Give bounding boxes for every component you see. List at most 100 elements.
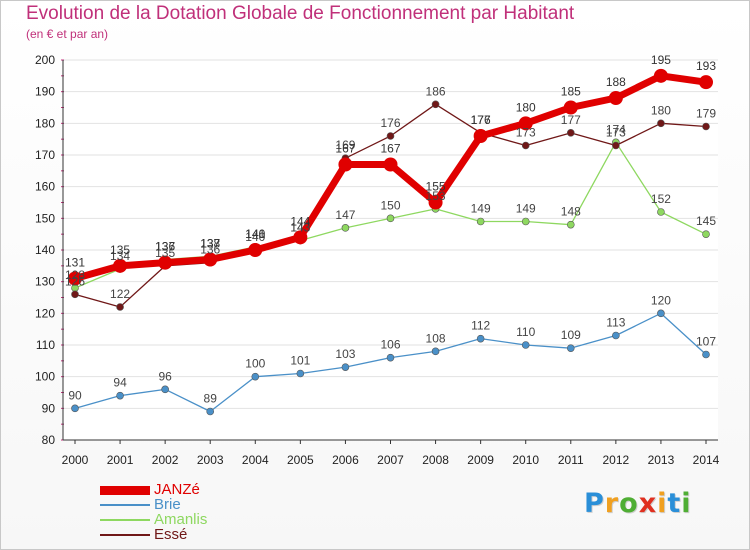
data-label: 122 [110,287,130,301]
data-point [116,303,124,311]
x-tick-label: 2001 [107,453,134,467]
data-point [431,100,440,109]
data-point [566,220,575,229]
data-point [566,129,575,137]
data-label: 176 [380,116,400,130]
x-tick-label: 2002 [152,453,179,467]
chart-data-labels: 90 94 96 89 100 101 103 106 108 112 110 109 113 120 10… [65,53,716,406]
legend-label: Amanlis [154,511,208,528]
chart-series [68,68,713,416]
data-label: 136 [200,243,220,257]
x-tick-label: 2000 [62,453,89,467]
logo-letter: t [667,488,682,519]
data-label: 108 [426,331,446,345]
data-point [473,129,488,143]
y-tick-label: 170 [35,148,55,162]
y-tick-label: 80 [42,433,56,447]
data-label: 152 [651,192,671,206]
data-point [657,119,665,128]
data-label: 174 [606,122,626,136]
data-point [476,334,485,343]
y-tick-label: 90 [42,401,56,415]
data-label: 141 [245,227,265,241]
legend-swatch [100,504,150,506]
data-point [203,252,218,267]
data-label: 134 [110,249,130,263]
y-tick-label: 120 [35,306,55,320]
x-tick-label: 2005 [287,453,314,467]
data-point [71,290,79,299]
data-label: 155 [426,180,446,194]
logo-letter: r [604,488,620,519]
data-label: 186 [426,84,446,98]
x-tick-label: 2011 [558,453,584,467]
data-label: 100 [245,357,265,371]
x-tick-label: 2008 [422,453,449,467]
data-label: 135 [110,243,130,257]
y-tick-label: 100 [35,370,55,384]
y-tick-label: 150 [35,211,55,225]
x-tick-label: 2014 [693,453,720,467]
data-label: 137 [200,237,220,251]
data-label: 167 [380,142,400,156]
logo-letter: P [584,488,605,519]
chart-axes: 80 90 100 110 120 130 140 150 160 170 180 190 200 200… [35,53,720,467]
data-label: 140 [245,230,265,244]
x-tick-label: 2010 [512,453,539,467]
data-label: 193 [696,59,716,73]
chart-subtitle: (en € et par an) [26,27,109,41]
data-point [386,132,395,140]
data-label: 103 [335,347,355,361]
legend-swatch [100,534,150,536]
data-label: 148 [561,205,581,219]
data-label: 106 [380,338,400,352]
data-label: 195 [651,53,671,67]
data-point [293,230,308,245]
data-label: 96 [158,369,172,383]
data-label: 135 [155,246,175,260]
data-point [158,255,173,270]
data-point [521,341,530,349]
data-point [386,214,395,223]
data-point [251,372,260,381]
data-point [476,217,485,226]
data-point [702,350,710,359]
data-point [68,271,82,286]
data-point [566,344,575,352]
y-tick-label: 160 [35,180,55,194]
data-point [206,407,215,416]
data-point [386,353,395,362]
data-point [248,243,263,257]
data-label: 89 [204,392,218,406]
data-point [657,208,665,216]
data-label: 153 [426,189,446,203]
data-point [341,224,350,232]
y-tick-label: 140 [35,243,55,257]
data-label: 149 [516,202,536,216]
logo-letter: x [638,488,658,519]
brand-logo: Proxiti [584,488,692,519]
data-point [113,258,128,273]
data-label: 112 [471,319,490,333]
y-tick-label: 110 [36,338,55,352]
data-point [608,91,623,105]
data-label: 180 [651,103,671,117]
x-tick-label: 2007 [377,453,404,467]
chart-title: Evolution de la Dotation Globale de Fonc… [26,3,575,24]
x-tick-label: 2012 [603,453,630,467]
data-label: 140 [245,227,265,241]
x-tick-label: 2004 [242,453,269,467]
data-label: 179 [696,107,716,121]
data-point [521,141,530,150]
data-label: 173 [606,126,626,140]
data-point [431,347,440,356]
y-tick-label: 190 [35,85,55,99]
data-point [702,122,710,131]
data-label: 173 [516,126,536,140]
data-label: 109 [561,328,581,342]
data-label: 90 [68,388,82,402]
data-point [518,116,533,131]
data-point [341,363,350,371]
x-tick-label: 2003 [197,453,224,467]
y-tick-label: 200 [35,53,55,67]
